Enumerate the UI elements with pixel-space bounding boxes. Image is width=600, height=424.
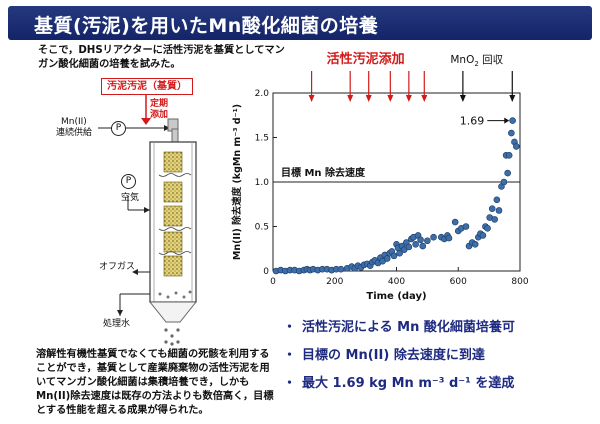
y-tick-label: 1.0 xyxy=(255,178,270,188)
sludge-addition-arrowhead xyxy=(405,95,412,102)
x-tick-label: 400 xyxy=(388,277,405,287)
data-point xyxy=(505,152,513,159)
mno2-recovery-arrowhead xyxy=(509,95,516,102)
y-axis-label: Mn(II) 除去速度 (kgMn m⁻³ d⁻¹) xyxy=(231,104,243,260)
treated-water-label: 処理水 xyxy=(103,319,131,329)
finding-item: ・目標の Mn(II) 除去速度に到達 xyxy=(283,344,593,363)
offgas-label: オフガス xyxy=(99,262,136,272)
mno2-recovery-arrowhead xyxy=(459,95,466,102)
peak-annotation-arrowhead xyxy=(504,117,510,124)
data-point xyxy=(471,241,479,248)
air-pump-icon: P xyxy=(121,174,136,189)
data-point xyxy=(493,196,501,204)
air-label: 空気 xyxy=(121,193,140,203)
continuous-feed-label: 連続供給 xyxy=(56,128,93,138)
sludge-addition-arrowhead xyxy=(308,95,315,102)
scheduled-label: 定期 xyxy=(150,99,169,109)
x-tick-label: 200 xyxy=(326,277,343,287)
data-point xyxy=(488,205,496,212)
data-point xyxy=(383,255,391,262)
data-point xyxy=(500,178,508,186)
data-point xyxy=(508,129,515,137)
mno2-recovery-label: MnO2 回収 xyxy=(450,54,503,68)
sludge-addition-label: 活性汚泥添加 xyxy=(327,51,405,67)
data-point xyxy=(445,234,453,242)
data-point xyxy=(504,169,511,177)
finding-text: 目標の Mn(II) 除去速度に到達 xyxy=(302,348,485,363)
y-tick-label: 2.0 xyxy=(255,89,270,99)
caption-line: ことができ，基質として産業廃棄物の活性汚泥を用 xyxy=(36,363,270,374)
data-point xyxy=(337,265,345,273)
data-point xyxy=(417,236,424,244)
data-point xyxy=(479,232,487,239)
finding-text: 活性汚泥による Mn 酸化細菌培養可 xyxy=(302,320,515,335)
bullet-mark: ・ xyxy=(283,320,297,335)
data-point xyxy=(462,223,470,230)
data-point xyxy=(396,249,403,257)
finding-text: 最大 1.69 kg Mn m⁻³ d⁻¹ を達成 xyxy=(302,376,515,391)
bullet-mark: ・ xyxy=(283,376,297,391)
caption-line: とする性能を超える成果が得られた。 xyxy=(36,405,209,416)
data-point xyxy=(419,242,427,250)
x-tick-label: 0 xyxy=(270,277,276,287)
x-tick-label: 800 xyxy=(511,277,528,287)
sludge-addition-arrowhead xyxy=(387,95,394,102)
y-tick-label: 0.5 xyxy=(255,223,269,233)
addition-label: 添加 xyxy=(150,110,169,120)
caption-line: いてマンガン酸化細菌は集積培養でき，しかも xyxy=(36,377,250,388)
sludge-addition-arrowhead xyxy=(365,95,372,102)
title-banner: 基質(汚泥)を用いたMn酸化細菌の培養 xyxy=(8,6,592,40)
y-tick-label: 1.5 xyxy=(255,134,269,144)
data-point xyxy=(405,243,413,251)
data-point xyxy=(390,252,398,260)
intro-line: そこで，DHSリアクターに活性汚泥を基質としてマン xyxy=(38,45,285,56)
data-point xyxy=(430,233,437,241)
caption-line: 溶解性有機性基質でなくても細菌の死骸を利用する xyxy=(36,349,270,360)
data-point xyxy=(424,237,431,245)
pump-icon: P xyxy=(111,121,126,136)
removal-rate-chart: 目標 Mn 除去速度 0 200 400 600 800 0 0.5 1.0 1.5 2.0 Time… xyxy=(231,51,529,302)
caption-line: Mn(II)除去速度は既存の方法よりも数倍高く，目標 xyxy=(36,391,274,402)
summary-caption: 溶解性有機性基質でなくても細菌の死骸を利用する ことができ，基質として産業廃棄物… xyxy=(36,348,326,418)
data-point xyxy=(512,143,520,150)
sludge-addition-arrowhead xyxy=(421,95,428,102)
findings-list: ・活性汚泥による Mn 酸化細菌培養可 ・目標の Mn(II) 除去速度に到達 … xyxy=(283,316,593,400)
sludge-substrate-box: 汚泥汚泥（基質） xyxy=(101,78,193,95)
sludge-addition-arrowhead xyxy=(347,95,354,102)
data-point xyxy=(412,241,419,248)
mn-feed-label: Mn(II) xyxy=(61,117,87,127)
data-point xyxy=(491,216,498,223)
peak-annotation: 1.69 xyxy=(460,115,485,128)
bullet-mark: ・ xyxy=(283,348,297,363)
finding-item: ・活性汚泥による Mn 酸化細菌培養可 xyxy=(283,316,593,335)
x-axis-label: Time (day) xyxy=(366,291,426,302)
page-title: 基質(汚泥)を用いたMn酸化細菌の培養 xyxy=(34,15,379,37)
x-tick-label: 600 xyxy=(450,277,467,287)
data-point xyxy=(495,207,503,214)
target-line-label: 目標 Mn 除去速度 xyxy=(281,166,366,179)
data-point xyxy=(509,117,516,124)
data-point xyxy=(451,218,459,226)
finding-item: ・最大 1.69 kg Mn m⁻³ d⁻¹ を達成 xyxy=(283,372,593,391)
intro-text: そこで，DHSリアクターに活性汚泥を基質としてマン ガン酸化細菌の培養を試みた。 xyxy=(38,44,348,72)
data-point xyxy=(484,224,491,232)
intro-line: ガン酸化細菌の培養を試みた。 xyxy=(38,59,181,70)
y-tick-label: 0 xyxy=(263,267,269,277)
